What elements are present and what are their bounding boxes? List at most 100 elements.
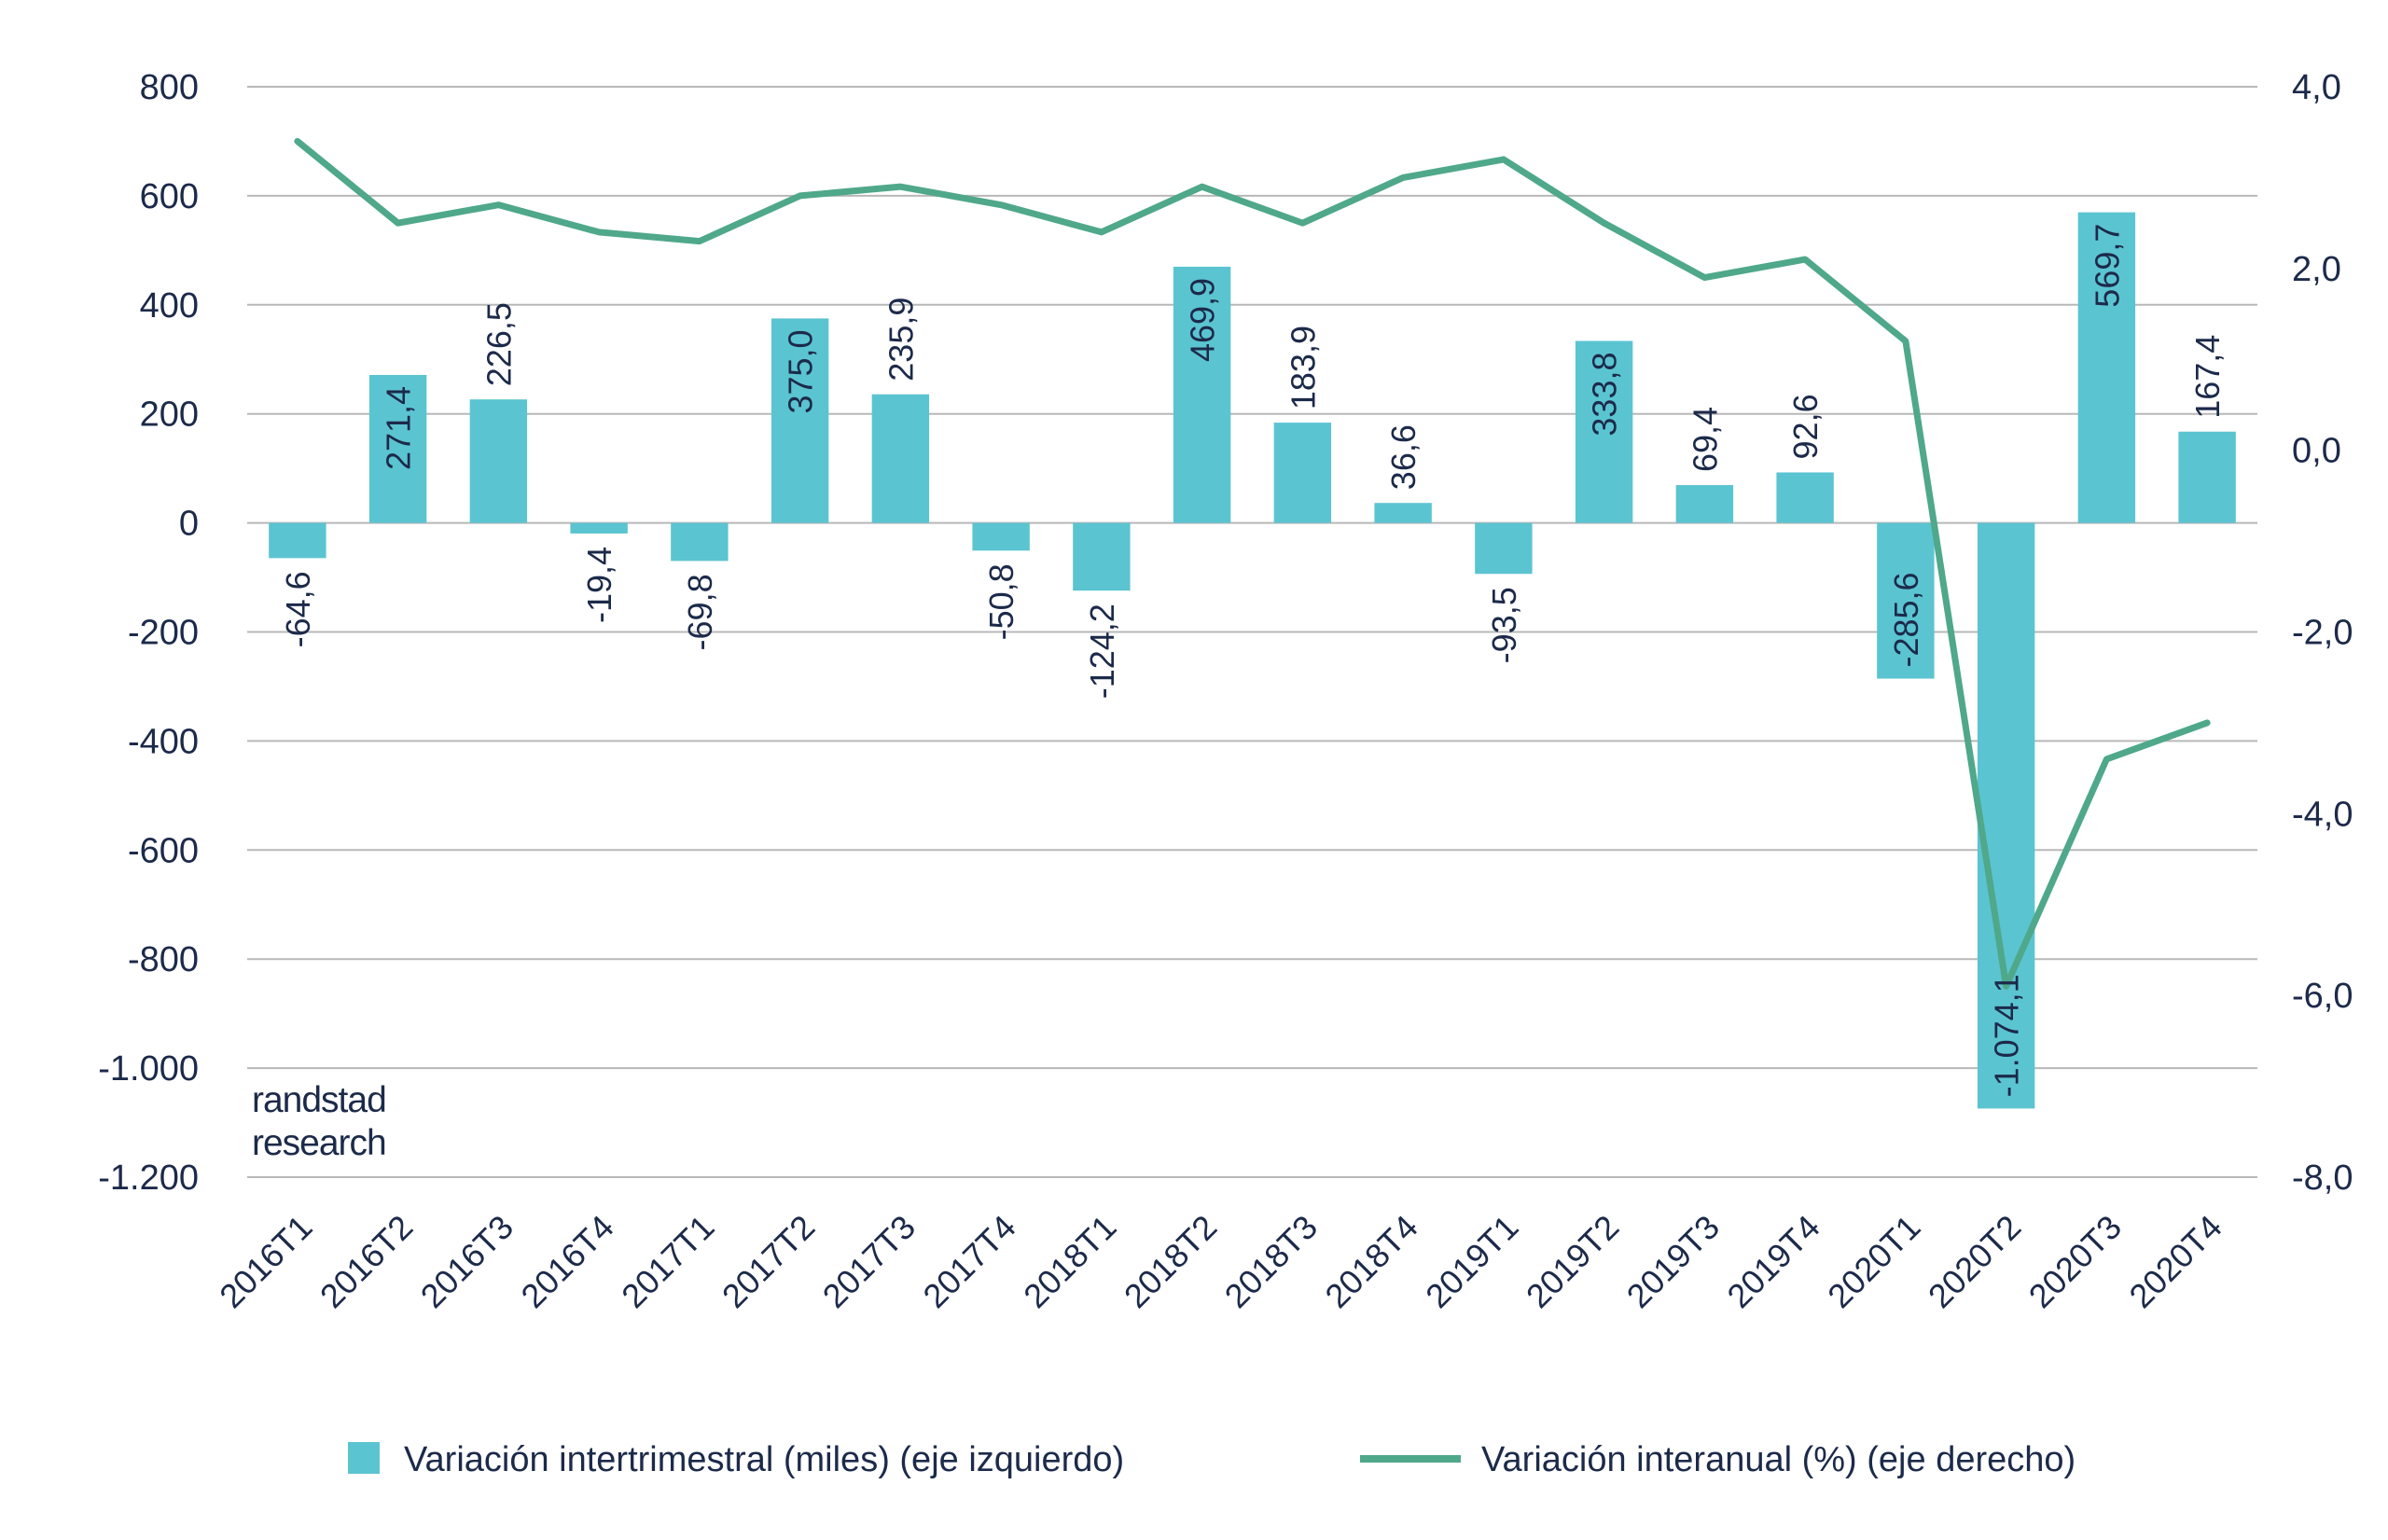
data-label: -93,5 xyxy=(1485,587,1523,663)
category-label: 2017T4 xyxy=(915,1208,1022,1315)
right-tick-label: 0,0 xyxy=(2292,432,2341,471)
category-label: 2017T2 xyxy=(715,1208,822,1315)
left-tick-label: -600 xyxy=(128,831,199,870)
right-tick-label: 2,0 xyxy=(2292,250,2341,289)
line-point xyxy=(1804,258,1807,261)
bar xyxy=(1475,522,1533,575)
data-label: 333,8 xyxy=(1586,352,1624,436)
data-label: -124,2 xyxy=(1083,604,1121,699)
bar-series xyxy=(269,212,2236,1109)
line-path xyxy=(294,137,2211,990)
bar xyxy=(771,318,829,523)
line-point xyxy=(899,186,902,188)
legend-bar-swatch xyxy=(348,1442,380,1474)
line-point xyxy=(1502,158,1505,160)
bar xyxy=(1575,340,1633,523)
data-label: -64,6 xyxy=(279,571,317,647)
bar xyxy=(671,522,729,562)
category-label: 2016T3 xyxy=(413,1208,521,1315)
line-point xyxy=(396,222,399,225)
category-label: 2020T4 xyxy=(2121,1208,2228,1315)
line-point xyxy=(497,203,500,206)
line-point xyxy=(1402,176,1405,179)
line-point xyxy=(698,240,701,243)
data-label: -1.074,1 xyxy=(1988,974,2026,1097)
bar xyxy=(1977,522,2035,1109)
category-label: 2019T1 xyxy=(1418,1208,1525,1315)
bar xyxy=(1877,522,1935,679)
bar xyxy=(1273,423,1332,523)
watermark: randstad research xyxy=(252,1080,387,1163)
left-tick-label: -200 xyxy=(128,614,199,653)
category-label: 2018T4 xyxy=(1317,1208,1424,1315)
line-point xyxy=(2206,721,2209,724)
data-label: -50,8 xyxy=(982,563,1020,640)
left-tick-label: 800 xyxy=(140,68,199,107)
category-label: 2017T1 xyxy=(614,1208,721,1315)
bar xyxy=(1374,503,1432,523)
data-label: -69,8 xyxy=(681,574,719,650)
bar xyxy=(1073,522,1131,591)
bar xyxy=(2077,212,2136,523)
right-tick-label: -8,0 xyxy=(2292,1158,2353,1198)
data-label: 375,0 xyxy=(782,329,820,413)
x-axis-categories: 2016T12016T22016T32016T42017T12017T22017… xyxy=(212,1208,2229,1315)
left-axis-ticks: 800 600 400 200 0 -200 -400 -600 -800 -1.000 -1.20… xyxy=(98,68,199,1198)
category-label: 2020T1 xyxy=(1820,1208,1927,1315)
bar xyxy=(1173,266,1231,523)
data-label: 183,9 xyxy=(1284,326,1322,409)
category-label: 2016T1 xyxy=(212,1208,319,1315)
data-label: 235,9 xyxy=(882,298,920,382)
data-label: 167,4 xyxy=(2188,335,2227,419)
line-point xyxy=(598,230,601,233)
left-tick-label: 0 xyxy=(179,505,199,544)
data-labels: -64,6 271,4 226,5 -19,4 -69,8 375,0 235,9 -50,8… xyxy=(279,224,2227,1098)
bar xyxy=(871,394,930,523)
category-label: 2016T4 xyxy=(513,1208,620,1315)
line-point xyxy=(1000,203,1003,206)
line-point xyxy=(2005,985,2007,988)
category-label: 2020T3 xyxy=(2021,1208,2129,1315)
line-point xyxy=(1904,340,1907,342)
bar xyxy=(2178,431,2236,523)
left-tick-label: 200 xyxy=(140,395,199,435)
bar xyxy=(269,522,326,559)
data-label: 36,6 xyxy=(1384,424,1423,490)
data-label: -285,6 xyxy=(1887,572,1925,667)
right-tick-label: -2,0 xyxy=(2292,614,2353,653)
data-label: -19,4 xyxy=(580,547,618,623)
bar xyxy=(1675,485,1734,523)
right-axis-ticks: 4,0 2,0 0,0 -2,0 -4,0 -6,0 -8,0 xyxy=(2292,68,2353,1198)
line-series xyxy=(294,137,2211,990)
left-tick-label: -1.000 xyxy=(98,1049,199,1089)
gridlines xyxy=(247,86,2257,1178)
bar xyxy=(570,522,628,534)
bar xyxy=(368,374,427,523)
line-point xyxy=(1100,230,1103,233)
left-tick-label: -1.200 xyxy=(98,1158,199,1198)
legend: Variación intertrimestral (miles) (eje i… xyxy=(348,1440,2076,1479)
bar xyxy=(972,522,1030,551)
left-tick-label: 600 xyxy=(140,177,199,216)
legend-line-label: Variación interanual (%) (eje derecho) xyxy=(1481,1440,2076,1479)
category-label: 2018T3 xyxy=(1217,1208,1325,1315)
line-point xyxy=(296,140,298,143)
right-tick-label: 4,0 xyxy=(2292,68,2341,107)
left-tick-label: -400 xyxy=(128,722,199,761)
category-label: 2020T2 xyxy=(1921,1208,2028,1315)
line-point xyxy=(1201,186,1203,188)
right-tick-label: -4,0 xyxy=(2292,795,2353,834)
category-label: 2017T3 xyxy=(815,1208,923,1315)
category-label: 2019T3 xyxy=(1619,1208,1727,1315)
category-label: 2019T4 xyxy=(1719,1208,1826,1315)
watermark-line-2: research xyxy=(252,1123,386,1163)
line-point xyxy=(2105,757,2108,760)
category-label: 2018T2 xyxy=(1117,1208,1224,1315)
line-point xyxy=(1301,222,1304,225)
line-point xyxy=(1703,276,1706,279)
data-label: 569,7 xyxy=(2088,224,2126,308)
data-label: 271,4 xyxy=(380,386,418,470)
line-point xyxy=(1603,222,1605,225)
legend-bar-label: Variación intertrimestral (miles) (eje i… xyxy=(404,1440,1124,1479)
